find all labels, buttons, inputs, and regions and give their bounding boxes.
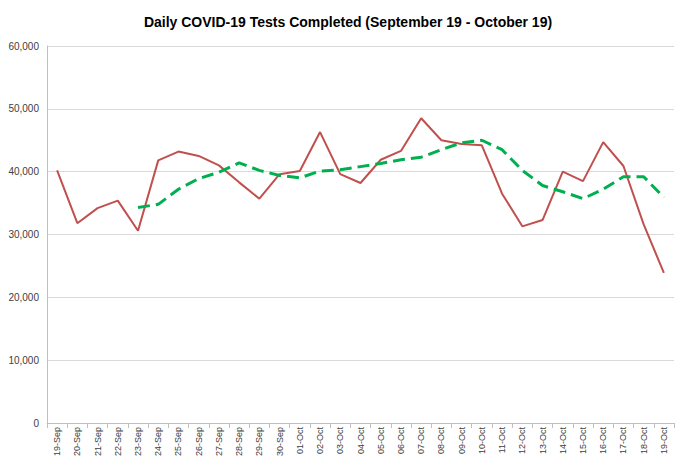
svg-text:06-Oct: 06-Oct bbox=[396, 427, 406, 455]
svg-text:05-Oct: 05-Oct bbox=[376, 427, 386, 455]
svg-text:21-Sep: 21-Sep bbox=[93, 427, 103, 456]
svg-text:09-Oct: 09-Oct bbox=[457, 427, 467, 455]
svg-text:23-Sep: 23-Sep bbox=[133, 427, 143, 456]
svg-text:25-Sep: 25-Sep bbox=[173, 427, 183, 456]
svg-text:18-Oct: 18-Oct bbox=[639, 427, 649, 455]
svg-text:22-Sep: 22-Sep bbox=[113, 427, 123, 456]
svg-text:02-Oct: 02-Oct bbox=[315, 427, 325, 455]
svg-text:20-Sep: 20-Sep bbox=[72, 427, 82, 456]
svg-text:19-Sep: 19-Sep bbox=[52, 427, 62, 456]
svg-text:0: 0 bbox=[33, 418, 39, 429]
svg-text:30-Sep: 30-Sep bbox=[275, 427, 285, 456]
svg-text:10,000: 10,000 bbox=[8, 355, 39, 366]
svg-text:10-Oct: 10-Oct bbox=[477, 427, 487, 455]
svg-text:08-Oct: 08-Oct bbox=[436, 427, 446, 455]
svg-text:29-Sep: 29-Sep bbox=[254, 427, 264, 456]
svg-text:20,000: 20,000 bbox=[8, 292, 39, 303]
svg-text:Daily COVID-19 Tests Completed: Daily COVID-19 Tests Completed (Septembe… bbox=[144, 14, 552, 30]
svg-text:24-Sep: 24-Sep bbox=[153, 427, 163, 456]
svg-text:14-Oct: 14-Oct bbox=[558, 427, 568, 455]
svg-text:60,000: 60,000 bbox=[8, 41, 39, 52]
svg-text:04-Oct: 04-Oct bbox=[356, 427, 366, 455]
svg-text:12-Oct: 12-Oct bbox=[517, 427, 527, 455]
svg-text:01-Oct: 01-Oct bbox=[295, 427, 305, 455]
svg-text:15-Oct: 15-Oct bbox=[578, 427, 588, 455]
svg-text:19-Oct: 19-Oct bbox=[659, 427, 669, 455]
svg-text:26-Sep: 26-Sep bbox=[194, 427, 204, 456]
svg-text:30,000: 30,000 bbox=[8, 229, 39, 240]
svg-text:16-Oct: 16-Oct bbox=[598, 427, 608, 455]
svg-text:50,000: 50,000 bbox=[8, 103, 39, 114]
svg-text:17-Oct: 17-Oct bbox=[618, 427, 628, 455]
svg-text:13-Oct: 13-Oct bbox=[538, 427, 548, 455]
svg-text:27-Sep: 27-Sep bbox=[214, 427, 224, 456]
svg-text:28-Sep: 28-Sep bbox=[234, 427, 244, 456]
svg-text:03-Oct: 03-Oct bbox=[335, 427, 345, 455]
svg-text:40,000: 40,000 bbox=[8, 166, 39, 177]
svg-text:11-Oct: 11-Oct bbox=[497, 427, 507, 454]
svg-text:07-Oct: 07-Oct bbox=[416, 427, 426, 455]
